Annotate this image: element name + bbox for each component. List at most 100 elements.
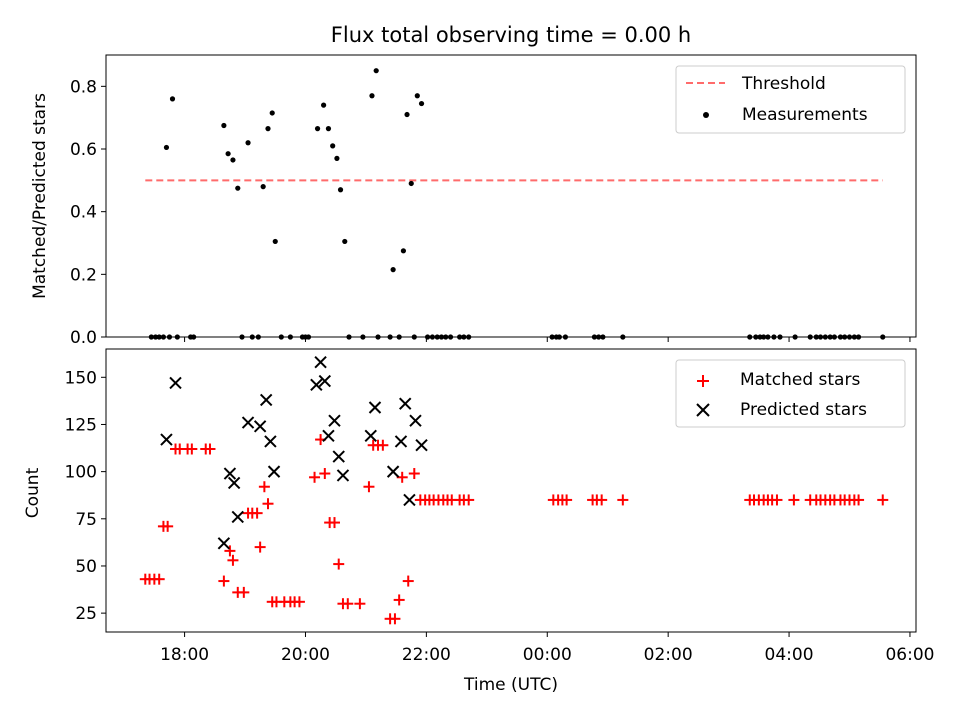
matched-star-point bbox=[293, 596, 305, 608]
predicted-star-point bbox=[336, 469, 350, 482]
predicted-star-point bbox=[368, 401, 382, 414]
matched-star-point bbox=[227, 554, 239, 566]
bottom-y-tick-label: 25 bbox=[75, 604, 97, 624]
matched-star-point bbox=[354, 598, 366, 610]
predicted-star-point bbox=[399, 397, 412, 410]
predicted-star-point bbox=[409, 414, 422, 427]
threshold-legend-label: Threshold bbox=[741, 74, 826, 94]
measurement-point bbox=[369, 93, 375, 99]
measurement-point bbox=[373, 68, 379, 74]
measurement-point bbox=[342, 238, 348, 245]
predicted-star-point bbox=[322, 429, 335, 442]
matched-star-point bbox=[396, 471, 408, 483]
matched-star-point bbox=[153, 573, 165, 585]
matched-star-point bbox=[393, 594, 405, 606]
measurement-point bbox=[321, 102, 327, 108]
predicted-star-point bbox=[160, 433, 173, 446]
predicted-star-point bbox=[253, 420, 267, 433]
predicted-star-point bbox=[328, 414, 341, 427]
matched-star-point bbox=[262, 498, 274, 510]
bottom-x-axis: 18:00 20:00 22:00 00:00 02:00 04:00 06:00 bbox=[160, 632, 934, 665]
x-tick-label: 04:00 bbox=[765, 645, 814, 665]
top-y-tick-label: 0.6 bbox=[70, 140, 97, 160]
matched-star-point bbox=[771, 494, 783, 506]
measurement-point bbox=[400, 248, 407, 254]
bottom-panel: 25 50 75 100 125 150 18:00 20:00 22:00 00:00 02:0… bbox=[23, 348, 934, 695]
bottom-y-tick-label: 100 bbox=[65, 463, 97, 483]
predicted-star-point bbox=[259, 393, 273, 407]
predicted-stars-legend-label: Predicted stars bbox=[740, 400, 867, 420]
predicted-star-point bbox=[314, 355, 327, 369]
top-x-ticks bbox=[184, 337, 911, 342]
predicted-star-point bbox=[241, 416, 255, 429]
measurement-point bbox=[418, 100, 425, 107]
measurement-point bbox=[265, 126, 271, 132]
chart-title: Flux total observing time = 0.00 h bbox=[331, 23, 691, 47]
measurement-point bbox=[245, 140, 251, 146]
top-panel: 0.00.20.40.60.8 Matched/Predicted stars … bbox=[30, 54, 917, 348]
matched-star-point bbox=[333, 558, 345, 570]
top-y-tick-label: 0.0 bbox=[70, 328, 97, 348]
measurement-point bbox=[337, 187, 344, 193]
predicted-star-point bbox=[364, 429, 377, 442]
matched-star-point bbox=[877, 494, 889, 506]
bottom-y-tick-label: 75 bbox=[75, 510, 97, 530]
matched-star-point bbox=[853, 494, 865, 506]
predicted-stars-legend-swatch bbox=[696, 403, 710, 417]
matched-star-point bbox=[224, 545, 236, 557]
matched-star-point bbox=[328, 517, 340, 529]
matched-star-point bbox=[238, 586, 250, 598]
bottom-y-tick-label: 125 bbox=[65, 415, 97, 435]
bottom-y-axis: 25 50 75 100 125 150 bbox=[65, 368, 106, 624]
matched-star-point bbox=[561, 494, 573, 506]
predicted-star-point bbox=[386, 465, 400, 478]
matched-star-point bbox=[251, 507, 263, 519]
measurements-legend-swatch bbox=[703, 112, 709, 118]
matched-star-point bbox=[788, 494, 800, 506]
measurements-legend-label: Measurements bbox=[742, 105, 868, 125]
matched-star-point bbox=[596, 494, 608, 506]
top-y-tick-label: 0.8 bbox=[70, 77, 97, 97]
top-y-axis: 0.0 0.2 0.4 0.6 0.8 bbox=[70, 77, 106, 348]
matched-star-point bbox=[377, 439, 389, 451]
measurement-point bbox=[221, 122, 227, 129]
matched-star-point bbox=[617, 494, 629, 506]
predicted-star-point bbox=[267, 465, 281, 478]
matched-star-point bbox=[389, 613, 401, 625]
bottom-y-axis-label: Count bbox=[23, 467, 43, 518]
matched-star-point bbox=[204, 443, 216, 455]
x-tick-label: 20:00 bbox=[281, 645, 330, 665]
measurement-point bbox=[414, 93, 420, 99]
measurement-point bbox=[330, 143, 336, 149]
predicted-stars-series bbox=[160, 355, 428, 550]
matched-star-point bbox=[162, 520, 174, 532]
top-y-axis-label: Matched/Predicted stars bbox=[30, 93, 50, 299]
predicted-star-point bbox=[227, 476, 241, 490]
predicted-star-point bbox=[169, 376, 182, 390]
bottom-legend: Matched stars Predicted stars bbox=[675, 359, 906, 428]
x-axis-label: Time (UTC) bbox=[463, 675, 558, 695]
matched-star-point bbox=[342, 598, 354, 610]
measurement-point bbox=[314, 126, 321, 132]
top-legend-box bbox=[675, 65, 906, 134]
measurement-point bbox=[334, 155, 340, 161]
predicted-star-point bbox=[394, 435, 408, 448]
measurement-point bbox=[404, 111, 410, 118]
predicted-star-point bbox=[318, 374, 332, 388]
measurement-point bbox=[325, 126, 332, 132]
bottom-y-tick-label: 50 bbox=[75, 557, 97, 577]
measurement-point bbox=[260, 184, 266, 190]
x-tick-label: 22:00 bbox=[402, 645, 451, 665]
predicted-star-point bbox=[264, 435, 277, 448]
x-tick-label: 00:00 bbox=[523, 645, 572, 665]
measurement-point bbox=[163, 144, 170, 151]
predicted-star-point bbox=[217, 537, 231, 550]
top-y-tick-label: 0.4 bbox=[70, 203, 97, 223]
measurement-point bbox=[269, 110, 275, 116]
measurement-point bbox=[225, 151, 231, 157]
x-tick-label: 02:00 bbox=[644, 645, 693, 665]
predicted-star-point bbox=[231, 510, 244, 524]
measurement-point bbox=[235, 185, 241, 191]
bottom-y-tick-label: 150 bbox=[65, 368, 97, 388]
